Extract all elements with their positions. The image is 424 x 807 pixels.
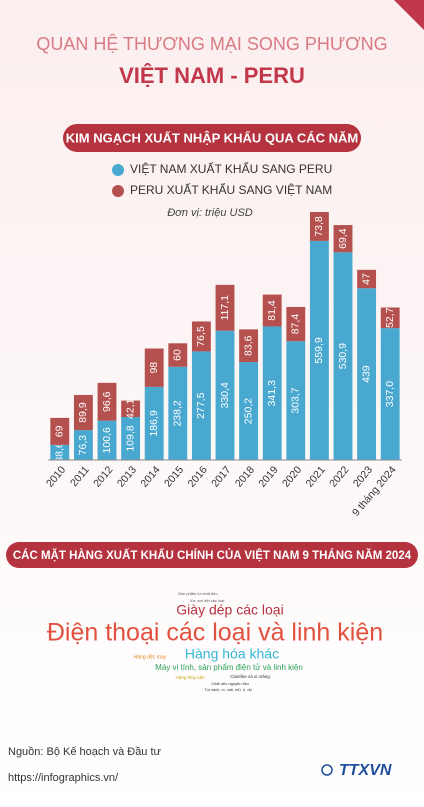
value-label: 76,5: [195, 326, 207, 347]
bar: [191, 321, 211, 352]
bar: [239, 362, 259, 460]
value-label: 69,4: [337, 228, 349, 249]
value-label: 87,4: [290, 314, 302, 335]
bar: [121, 400, 141, 418]
bar: [50, 444, 70, 460]
url: https://infographics.vn/: [8, 772, 119, 784]
value-label: 52,7: [384, 307, 396, 328]
bar: [168, 366, 188, 460]
legend-label: VIỆT NAM XUẤT KHẨU SANG PERU: [130, 161, 332, 176]
bar: [215, 330, 235, 460]
value-label: 330,4: [219, 382, 231, 408]
value-label: 238,2: [172, 400, 184, 426]
bar: [380, 307, 400, 329]
bar: [73, 394, 93, 431]
bar: [309, 240, 329, 460]
word-cloud: Sản phẩm từ chất dẻo Xơ, sợi dệt các loạ…: [47, 591, 383, 692]
banner: [63, 124, 361, 152]
bar: [309, 212, 329, 241]
subtitle: VIỆT NAM - PERU: [119, 63, 305, 88]
value-label: 337,0: [384, 381, 396, 407]
value-label: 341,3: [266, 380, 278, 406]
bar: [357, 269, 377, 289]
logo: TTXVN: [339, 762, 392, 779]
value-label: 83,6: [242, 335, 254, 356]
word: Chất dẻo nguyên liệu: [211, 681, 249, 686]
bar: [97, 382, 117, 421]
value-label: 277,5: [195, 392, 207, 418]
wordcloud-title: CÁC MẶT HÀNG XUẤT KHẨU CHÍNH CỦA VIỆT NA…: [13, 549, 412, 562]
word: Giày dép các loại: [176, 602, 283, 618]
logo-mark: [321, 764, 333, 776]
title: QUAN HỆ THƯƠNG MẠI SONG PHƯƠNG: [36, 34, 387, 54]
value-label: 303,7: [290, 387, 302, 413]
word: Xơ, sợi dệt các loại: [190, 598, 224, 603]
bar: [73, 430, 93, 460]
value-label: 559,9: [313, 337, 325, 363]
bar: [239, 329, 259, 363]
bar: [97, 420, 117, 460]
value-label: 439: [360, 365, 372, 383]
value-label: 100,6: [101, 427, 113, 453]
value-label: 89,9: [77, 402, 89, 423]
value-label: 117,1: [219, 295, 231, 321]
value-label: 81,4: [266, 300, 278, 321]
value-label: 73,8: [313, 216, 325, 237]
word: Clanhke và xi măng: [230, 674, 270, 679]
word: Túi xách, ví, vali, mũ, ô, dù: [204, 687, 252, 692]
value-label: 98: [148, 362, 160, 374]
word: Hàng hóa khác: [185, 646, 279, 662]
bar: [286, 341, 306, 460]
bar: [121, 417, 141, 460]
bar: [262, 294, 282, 327]
bar: [50, 417, 70, 445]
word: Hàng thủy sản: [175, 674, 205, 680]
bar: [357, 288, 377, 460]
word: Hàng dệt, may: [134, 654, 167, 660]
value-label: 69: [54, 425, 66, 437]
word: Sản phẩm từ chất dẻo: [178, 591, 218, 596]
chart-title: KIM NGẠCH XUẤT NHẬP KHẨU QUA CÁC NĂM: [66, 130, 359, 145]
bar: [262, 326, 282, 460]
bar: [380, 328, 400, 460]
word: Điện thoại các loại và linh kiện: [47, 619, 383, 647]
legend-marker: [112, 185, 124, 197]
value-label: 76,3: [77, 435, 89, 456]
value-label: 47: [360, 273, 372, 285]
value-label: 96,6: [101, 391, 113, 412]
bar: [191, 351, 211, 460]
word: Máy vi tính, sản phẩm điện tử và linh ki…: [155, 663, 303, 672]
legend-label: PERU XUẤT KHẨU SANG VIỆT NAM: [130, 182, 332, 197]
banner: [6, 542, 418, 568]
unit: Đơn vị: triệu USD: [167, 207, 253, 219]
value-label: 60: [172, 349, 184, 361]
value-label: 109,8: [124, 425, 136, 451]
value-label: 186,9: [148, 410, 160, 436]
source: Nguồn: Bộ Kế hoạch và Đầu tư: [8, 746, 162, 758]
legend-marker: [112, 164, 124, 176]
value-label: 38,6: [54, 442, 66, 463]
bar: [286, 306, 306, 342]
value-label: 530,9: [337, 343, 349, 369]
bar: [144, 348, 164, 387]
bar: [144, 386, 164, 460]
corner: [394, 0, 424, 30]
bar: [333, 252, 353, 460]
bar: [333, 225, 353, 253]
value-label: 42,1: [124, 398, 136, 419]
value-label: 250,2: [242, 398, 254, 424]
bar: [215, 284, 235, 331]
bar: [168, 343, 188, 367]
